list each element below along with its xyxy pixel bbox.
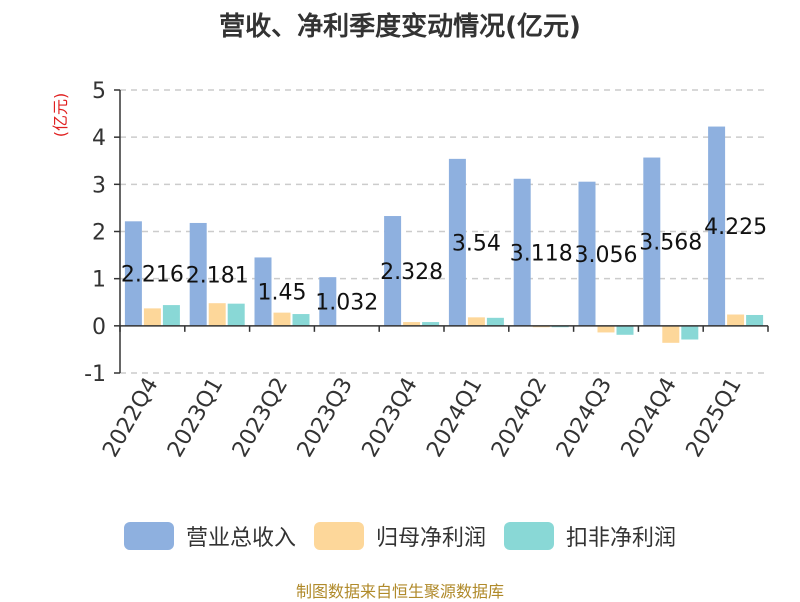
bar-deducted-net-profit [486, 317, 504, 326]
data-label-revenue: 1.45 [258, 281, 307, 306]
y-axis-label: (亿元) [51, 93, 70, 138]
data-label-revenue: 3.118 [510, 241, 573, 266]
bar-net-profit [403, 322, 421, 326]
y-tick-label: -1 [84, 362, 106, 387]
data-label-revenue: 3.568 [639, 231, 702, 256]
legend-swatch-net-profit [313, 522, 364, 550]
data-label-revenue: 3.056 [575, 243, 638, 268]
bar-revenue [124, 221, 142, 326]
x-tick-label: 2024Q2 [487, 374, 552, 462]
legend-label-deducted-net-profit: 扣非净利润 [566, 526, 677, 551]
legend-swatch-revenue [123, 522, 174, 550]
bar-revenue [254, 257, 272, 326]
bar-deducted-net-profit [292, 314, 310, 326]
x-tick-label: 2023Q4 [357, 374, 422, 462]
x-tick-label: 2024Q4 [617, 374, 682, 462]
bar-revenue [578, 181, 596, 326]
bar-net-profit [727, 314, 745, 326]
data-label-revenue: 3.54 [452, 231, 501, 256]
bar-deducted-net-profit [162, 305, 180, 326]
x-tick-label: 2025Q1 [681, 374, 746, 462]
bar-net-profit [467, 317, 485, 326]
bar-revenue [708, 126, 726, 326]
bar-deducted-net-profit [422, 322, 440, 326]
data-label-revenue: 1.032 [315, 290, 378, 315]
bar-net-profit [143, 308, 161, 326]
chart-legend: 营业总收入 归母净利润 扣非净利润 [0, 520, 800, 552]
source-note: 制图数据来自恒生聚源数据库 [295, 582, 504, 601]
y-tick-label: 0 [92, 315, 106, 340]
legend-item-net-profit[interactable]: 归母净利润 [313, 520, 486, 552]
bar-deducted-net-profit [746, 314, 764, 326]
bar-revenue [319, 277, 337, 326]
y-tick-label: 5 [92, 79, 106, 104]
data-label-revenue: 2.328 [380, 260, 443, 285]
bar-revenue [384, 216, 402, 326]
x-tick-label: 2024Q3 [552, 374, 617, 462]
legend-item-deducted-net-profit[interactable]: 扣非净利润 [504, 520, 676, 552]
bar-net-profit [208, 303, 226, 326]
x-tick-label: 2023Q2 [228, 374, 293, 462]
y-tick-label: 1 [92, 268, 106, 293]
y-tick-label: 3 [92, 173, 106, 198]
bar-net-profit [597, 325, 615, 333]
bar-deducted-net-profit [227, 303, 245, 326]
data-label-revenue: 2.216 [121, 263, 184, 288]
bar-net-profit [662, 325, 680, 343]
bar-net-profit [273, 312, 291, 326]
y-tick-label: 4 [92, 126, 106, 151]
bar-deducted-net-profit [681, 325, 699, 340]
legend-swatch-deducted-net-profit [504, 522, 554, 550]
legend-label-net-profit: 归母净利润 [375, 526, 486, 551]
legend-label-revenue: 营业总收入 [185, 526, 296, 551]
bar-revenue [643, 157, 661, 326]
legend-item-revenue[interactable]: 营业总收入 [123, 520, 296, 552]
x-tick-label: 2022Q4 [98, 374, 163, 462]
x-tick-label: 2023Q1 [163, 374, 228, 462]
chart-title: 营收、净利季度变动情况(亿元) [219, 12, 581, 42]
x-tick-label: 2024Q1 [422, 374, 487, 462]
bar-deducted-net-profit [616, 325, 634, 335]
bar-revenue [513, 178, 531, 326]
data-label-revenue: 2.181 [186, 263, 249, 288]
y-tick-label: 2 [92, 221, 106, 246]
bar-revenue [448, 158, 466, 326]
data-label-revenue: 4.225 [704, 215, 767, 240]
bar-revenue [189, 222, 207, 326]
x-tick-label: 2023Q3 [293, 374, 358, 462]
